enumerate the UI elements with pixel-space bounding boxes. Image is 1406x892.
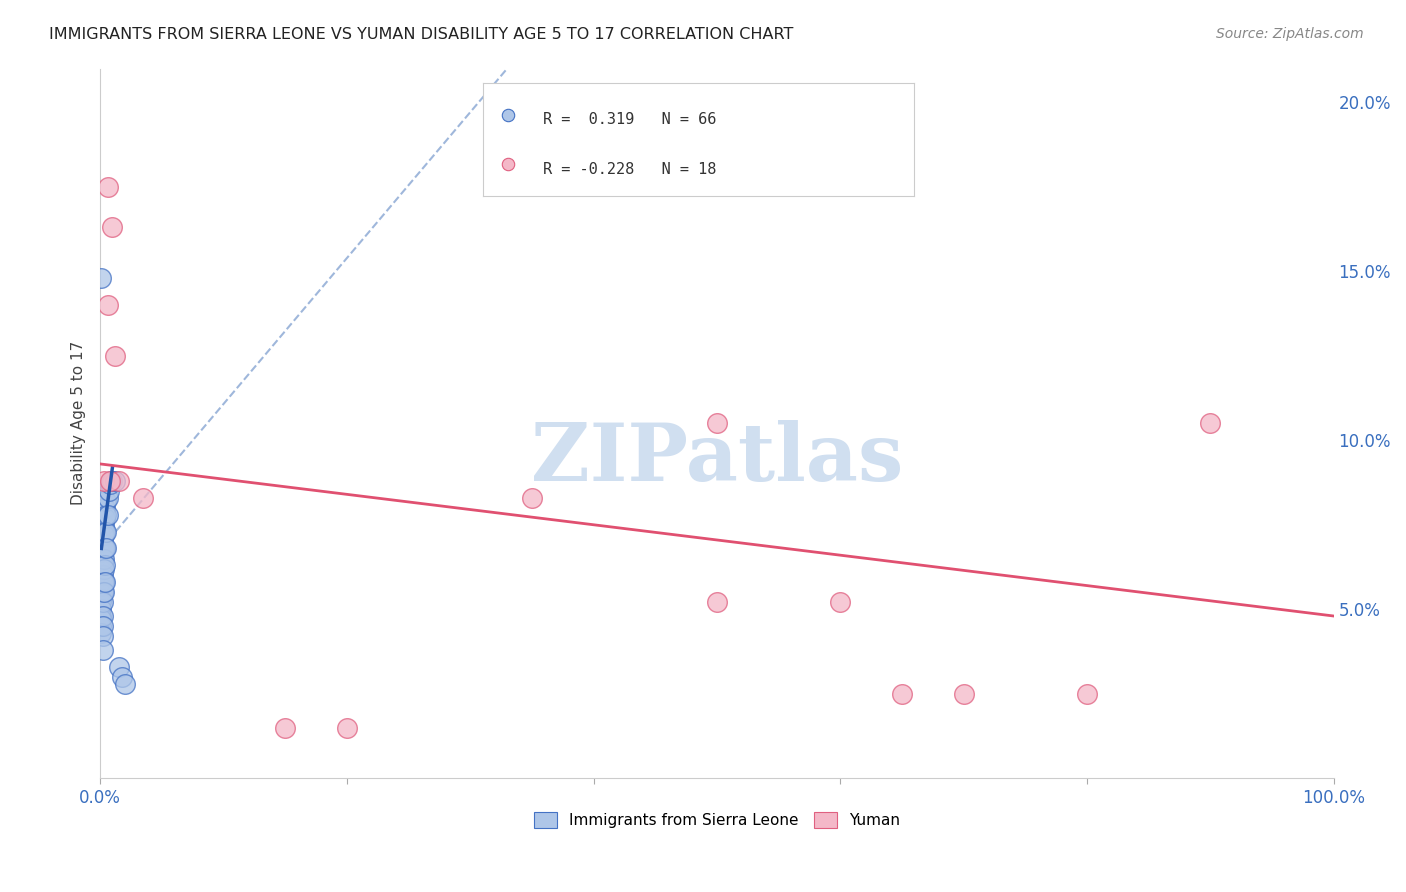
Point bbox=[91, 642, 114, 657]
Point bbox=[90, 626, 112, 640]
Point bbox=[90, 568, 112, 582]
Point bbox=[90, 534, 112, 549]
Point bbox=[336, 721, 359, 735]
Point bbox=[90, 545, 112, 559]
Point bbox=[93, 551, 115, 566]
Text: Source: ZipAtlas.com: Source: ZipAtlas.com bbox=[1216, 27, 1364, 41]
Point bbox=[890, 687, 912, 701]
Point bbox=[94, 541, 117, 556]
Point bbox=[1076, 687, 1098, 701]
Point bbox=[98, 477, 121, 491]
Point bbox=[94, 500, 117, 515]
Point bbox=[90, 271, 112, 285]
Point bbox=[90, 578, 112, 592]
Point bbox=[90, 602, 112, 616]
Point bbox=[91, 595, 114, 609]
Point bbox=[90, 592, 112, 607]
Point bbox=[1199, 417, 1222, 431]
Point bbox=[91, 517, 114, 532]
Text: IMMIGRANTS FROM SIERRA LEONE VS YUMAN DISABILITY AGE 5 TO 17 CORRELATION CHART: IMMIGRANTS FROM SIERRA LEONE VS YUMAN DI… bbox=[49, 27, 793, 42]
Point bbox=[93, 511, 115, 525]
Point bbox=[104, 474, 127, 488]
Point bbox=[90, 541, 112, 556]
Point bbox=[93, 500, 115, 515]
Point bbox=[91, 524, 114, 539]
Point bbox=[97, 483, 120, 498]
Point bbox=[91, 528, 114, 542]
Legend: Immigrants from Sierra Leone, Yuman: Immigrants from Sierra Leone, Yuman bbox=[527, 806, 905, 834]
Y-axis label: Disability Age 5 to 17: Disability Age 5 to 17 bbox=[72, 342, 86, 506]
Point bbox=[90, 585, 112, 599]
Point bbox=[96, 494, 118, 508]
Point bbox=[96, 298, 118, 312]
Point bbox=[96, 508, 118, 522]
Point bbox=[93, 585, 115, 599]
Point bbox=[98, 474, 121, 488]
Point bbox=[830, 595, 852, 609]
Point bbox=[132, 491, 155, 505]
Point bbox=[93, 474, 115, 488]
Point bbox=[101, 220, 124, 235]
Point bbox=[104, 349, 127, 363]
Point bbox=[96, 179, 118, 194]
Point bbox=[100, 474, 122, 488]
Point bbox=[91, 511, 114, 525]
Point bbox=[91, 551, 114, 566]
Point bbox=[952, 687, 974, 701]
Point bbox=[93, 575, 115, 590]
Point bbox=[93, 562, 115, 576]
Point bbox=[520, 491, 543, 505]
Point bbox=[107, 659, 129, 673]
Point bbox=[90, 524, 112, 539]
Point bbox=[90, 595, 112, 609]
Point bbox=[90, 562, 112, 576]
Point bbox=[91, 575, 114, 590]
Point bbox=[91, 629, 114, 643]
Point bbox=[96, 508, 118, 522]
Point bbox=[91, 534, 114, 549]
Point bbox=[90, 575, 112, 590]
Point bbox=[90, 612, 112, 626]
Point bbox=[94, 511, 117, 525]
Point bbox=[706, 595, 728, 609]
Point bbox=[90, 558, 112, 573]
Point bbox=[96, 541, 118, 556]
Point bbox=[101, 474, 124, 488]
Point bbox=[93, 517, 115, 532]
Point bbox=[91, 585, 114, 599]
Point bbox=[94, 558, 117, 573]
Point bbox=[90, 517, 112, 532]
Point bbox=[91, 619, 114, 633]
Point bbox=[111, 670, 134, 684]
Point bbox=[96, 491, 118, 505]
Point bbox=[94, 575, 117, 590]
Point bbox=[90, 551, 112, 566]
Point bbox=[93, 541, 115, 556]
Point bbox=[96, 524, 118, 539]
Text: ZIPatlas: ZIPatlas bbox=[530, 420, 903, 498]
Point bbox=[114, 676, 136, 690]
Point bbox=[706, 417, 728, 431]
Point bbox=[90, 619, 112, 633]
Point bbox=[90, 528, 112, 542]
Point bbox=[90, 609, 112, 624]
Point bbox=[107, 474, 129, 488]
Point bbox=[93, 528, 115, 542]
Point bbox=[274, 721, 297, 735]
Point bbox=[91, 568, 114, 582]
Point bbox=[91, 558, 114, 573]
Point bbox=[94, 524, 117, 539]
Point bbox=[91, 609, 114, 624]
Point bbox=[91, 541, 114, 556]
